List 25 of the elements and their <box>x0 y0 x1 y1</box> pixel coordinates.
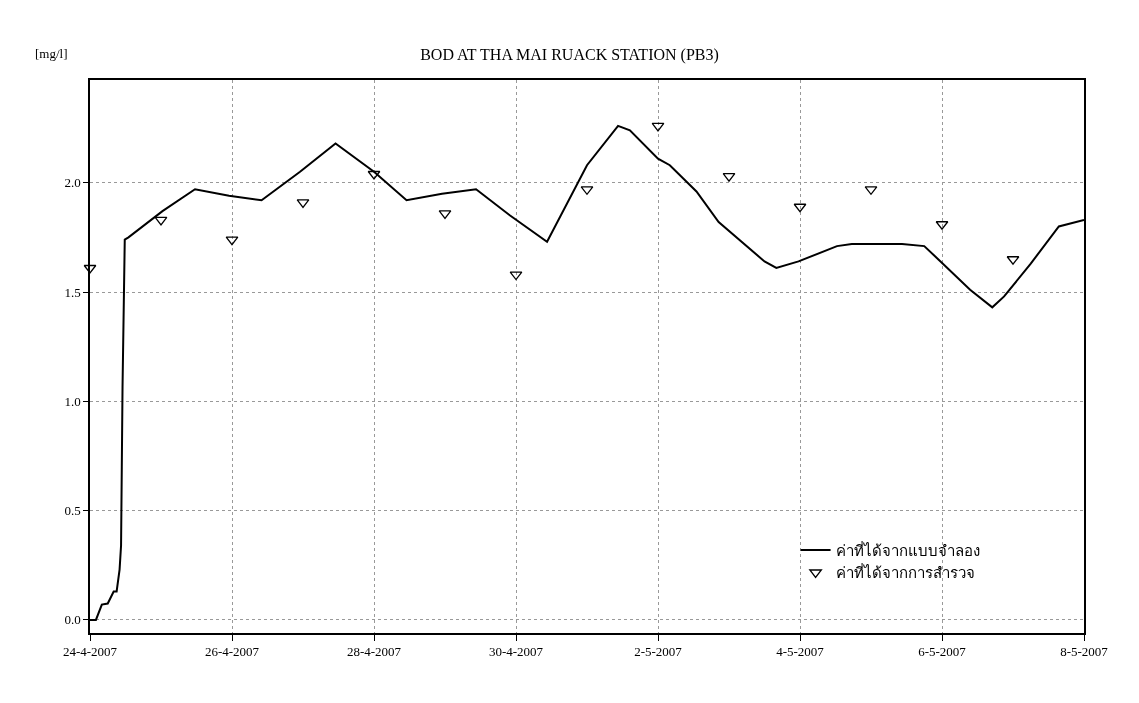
legend-label: ค่าที่ได้จากแบบจำลอง <box>835 539 980 560</box>
y-axis-title: [mg/l] <box>35 46 68 61</box>
x-tick-label: 4-5-2007 <box>776 644 825 660</box>
point <box>296 199 310 209</box>
point <box>225 236 239 246</box>
point <box>793 203 807 213</box>
y-tick-label: 1.0 <box>64 393 81 409</box>
point <box>367 170 381 180</box>
x-tick-label: 6-5-2007 <box>918 644 967 660</box>
x-tick-label: 28-4-2007 <box>346 644 402 660</box>
x-tick-label: 2-5-2007 <box>634 644 683 660</box>
point <box>651 122 665 132</box>
x-tick-label: 8-5-2007 <box>1060 644 1109 660</box>
y-tick-label: 0.5 <box>64 503 81 519</box>
y-tick-label: 0.0 <box>64 612 81 628</box>
x-tick-label: 30-4-2007 <box>488 644 544 660</box>
chart-title: BOD AT THA MAI RUACK STATION (PB3) <box>420 46 719 65</box>
point <box>83 264 97 274</box>
y-tick-label: 2.0 <box>64 175 81 191</box>
y-tick-label: 1.5 <box>64 284 81 300</box>
x-tick-label: 24-4-2007 <box>62 644 118 660</box>
x-tick-label: 26-4-2007 <box>204 644 260 660</box>
point <box>509 271 523 281</box>
point <box>154 216 168 226</box>
legend-label: ค่าที่ได้จากการสำรวจ <box>835 562 975 583</box>
